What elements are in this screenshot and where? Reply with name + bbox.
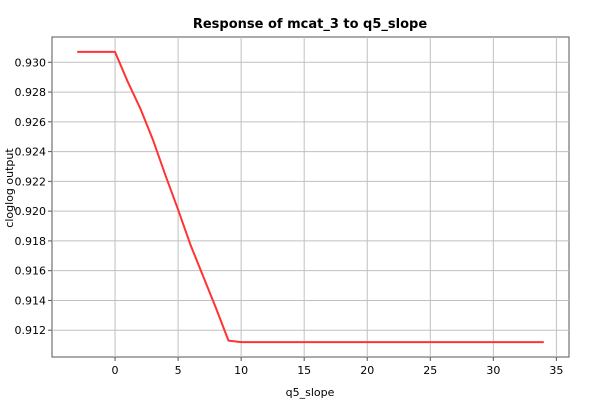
- x-tick-label: 5: [175, 364, 182, 377]
- series-layer: [77, 50, 544, 344]
- y-tick-label: 0.924: [15, 146, 47, 159]
- x-tick-label: 25: [423, 364, 437, 377]
- y-tick-label: 0.914: [15, 294, 47, 307]
- y-tick-label: 0.912: [15, 324, 47, 337]
- y-tick-label: 0.916: [15, 265, 47, 278]
- y-tick-label: 0.926: [15, 116, 47, 129]
- plot-area: [51, 36, 570, 358]
- x-tick-label: 15: [297, 364, 311, 377]
- x-tick-label: 0: [112, 364, 119, 377]
- y-tick-label: 0.918: [15, 235, 47, 248]
- y-tick-label: 0.928: [15, 86, 47, 99]
- x-tick-label: 10: [234, 364, 248, 377]
- series-line: [77, 50, 544, 344]
- chart-title: Response of mcat_3 to q5_slope: [193, 17, 428, 32]
- y-tick-label: 0.922: [15, 175, 47, 188]
- x-tick-label: 20: [360, 364, 374, 377]
- x-axis: 0 5 10 15 20 25 30 35: [112, 357, 563, 377]
- y-tick-label: 0.920: [15, 205, 47, 218]
- x-tick-label: 35: [549, 364, 563, 377]
- y-axis-label: cloglog output: [3, 148, 16, 228]
- x-tick-label: 30: [486, 364, 500, 377]
- grid-lines: [52, 37, 569, 357]
- y-tick-label: 0.930: [15, 56, 47, 69]
- x-axis-label: q5_slope: [286, 386, 335, 399]
- y-axis: 0.912 0.914 0.916 0.918 0.920 0.922 0.924 0.926…: [15, 56, 52, 337]
